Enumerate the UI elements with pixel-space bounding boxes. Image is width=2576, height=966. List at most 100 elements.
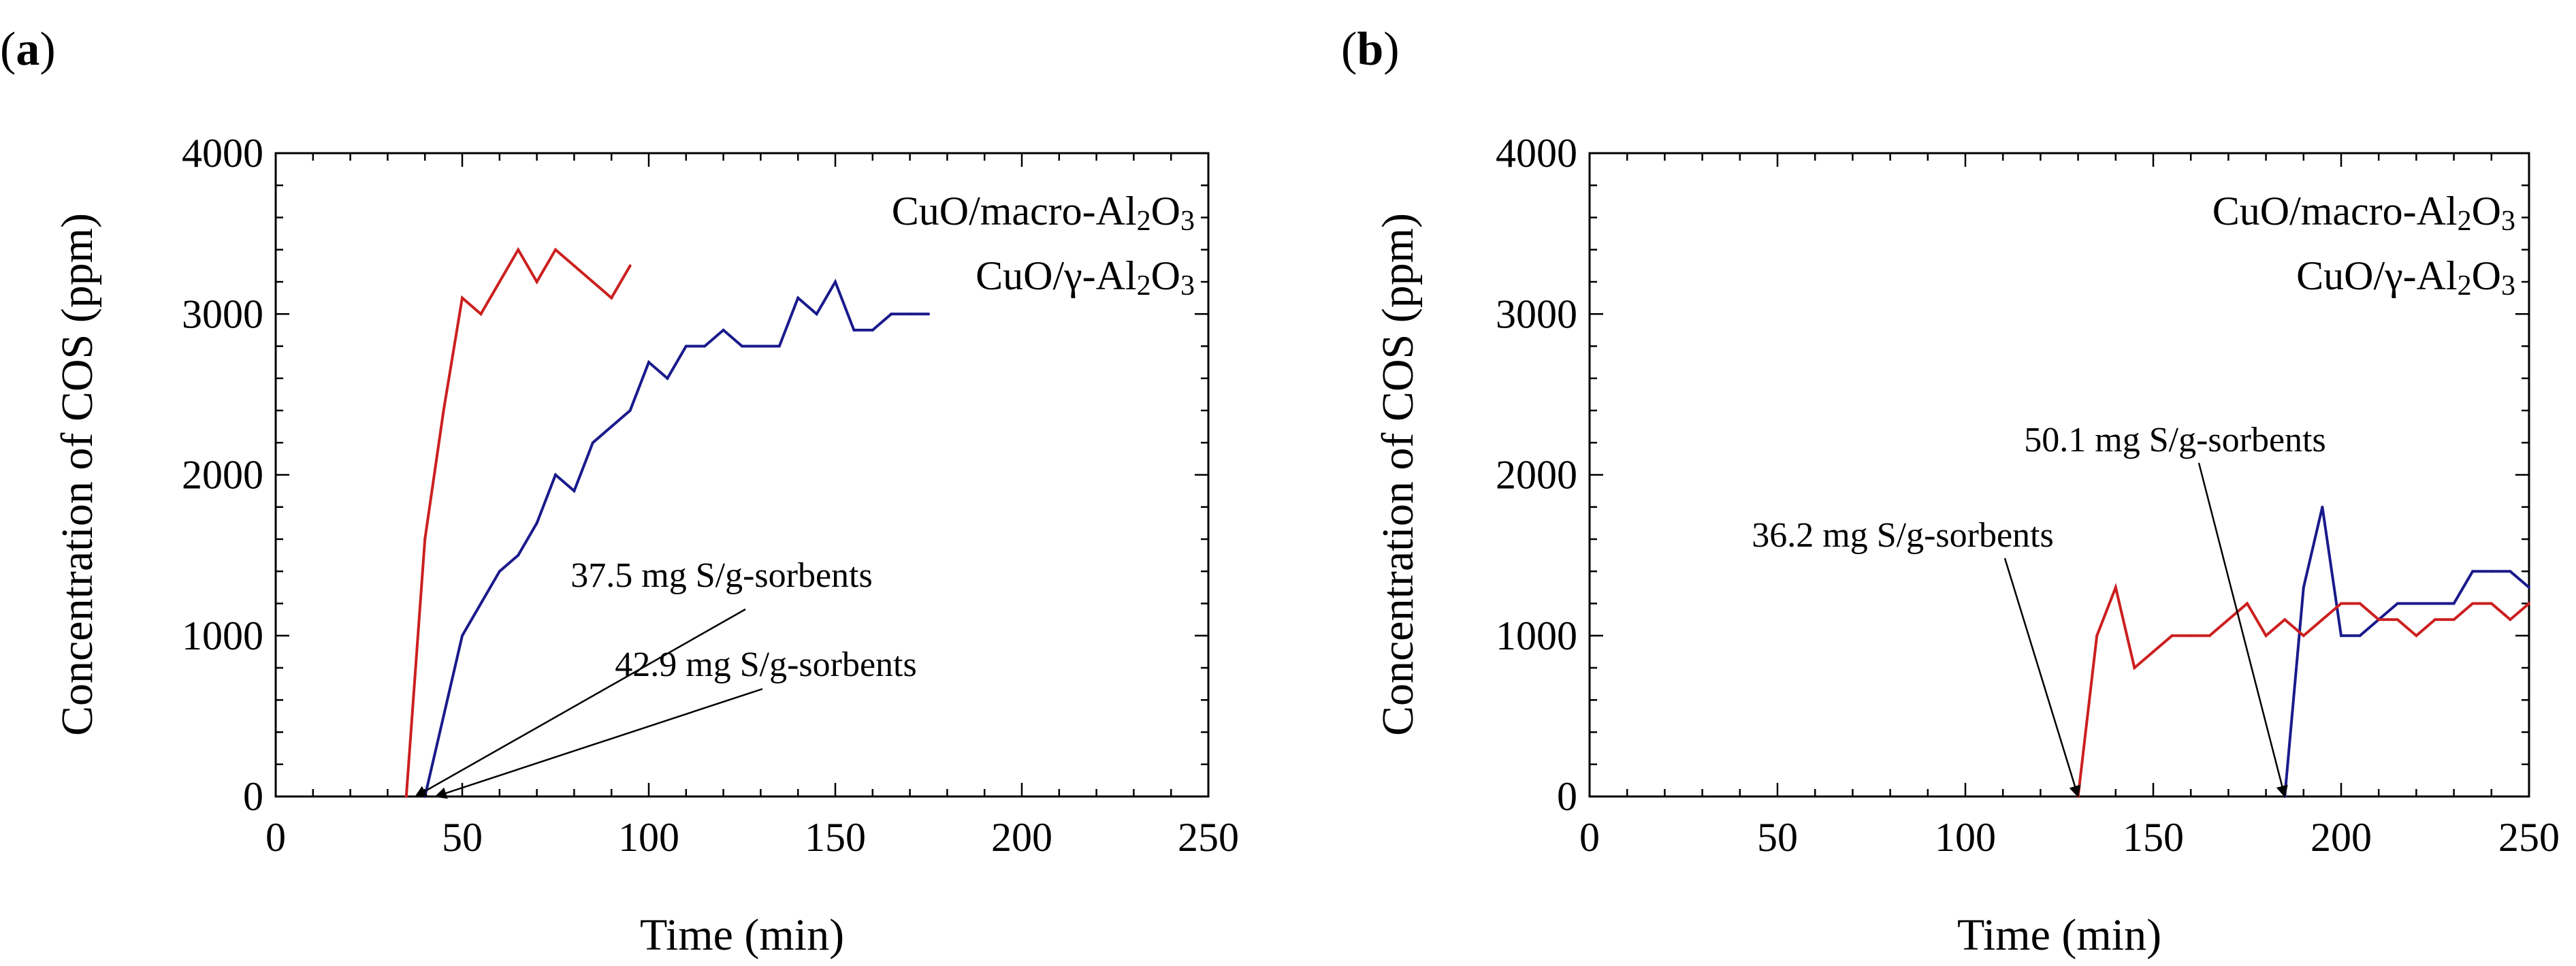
data-point xyxy=(591,280,594,283)
data-point xyxy=(2509,618,2512,622)
data-point xyxy=(2396,618,2399,622)
data-point xyxy=(2396,602,2399,605)
data-point xyxy=(479,602,483,605)
data-point xyxy=(2358,602,2362,605)
data-point xyxy=(461,296,464,300)
x-tick-label: 200 xyxy=(991,815,1052,860)
series-line-a-0 xyxy=(423,278,929,797)
data-point xyxy=(703,344,707,348)
panel-label-b: (b) xyxy=(1341,23,1400,76)
axis-ticks-b: 0 50 100 150 200 250 0 1000 2000 3000 4000 xyxy=(1496,131,2560,860)
y-tick-label: 0 xyxy=(243,774,263,819)
data-point xyxy=(722,328,725,332)
data-point xyxy=(2528,602,2530,605)
x-tick-label: 0 xyxy=(265,815,286,860)
axis-ticks-a: 0 50 100 150 200 250 0 1000 2000 3000 4000 xyxy=(182,131,1239,860)
plot-frame-b xyxy=(1588,152,2530,798)
data-point xyxy=(2452,602,2456,605)
data-point xyxy=(2227,618,2230,622)
data-point xyxy=(442,409,445,412)
y-tick-label: 4000 xyxy=(182,131,263,176)
data-point xyxy=(535,521,538,525)
series-line-b-0 xyxy=(2283,506,2530,797)
x-tick-label: 150 xyxy=(2123,815,2184,860)
annotation-arrow xyxy=(2197,462,2288,798)
y-tick-label: 3000 xyxy=(1496,291,1577,336)
data-point xyxy=(573,264,576,268)
data-point xyxy=(796,296,800,300)
data-point xyxy=(554,248,557,251)
series-line-a-1 xyxy=(404,246,632,797)
series-line-b-1 xyxy=(2076,583,2530,797)
data-point xyxy=(554,473,557,477)
data-point xyxy=(2415,602,2418,605)
annotation-arrow xyxy=(434,688,763,799)
data-point xyxy=(741,344,743,348)
data-point xyxy=(2358,634,2362,637)
annotation-arrow xyxy=(2003,558,2081,798)
data-point xyxy=(2170,634,2174,637)
data-point xyxy=(2452,618,2456,622)
data-point xyxy=(2321,505,2324,509)
data-point xyxy=(871,328,874,332)
annotation-label: 36.2 mg S/g-sorbents xyxy=(1752,516,2053,555)
data-point xyxy=(908,312,912,316)
annotations-b: 36.2 mg S/g-sorbents 50.1 mg S/g-sorbents xyxy=(1752,421,2326,798)
x-tick-label: 250 xyxy=(1178,815,1239,860)
data-point xyxy=(777,344,781,348)
data-point xyxy=(2321,618,2324,622)
data-point xyxy=(2302,585,2305,589)
legend-entry-b-gamma: CuO/γ-Al2O3 xyxy=(2296,253,2515,302)
y-tick-label: 1000 xyxy=(182,613,263,658)
y-tick-label: 2000 xyxy=(182,453,263,498)
data-point xyxy=(517,553,520,557)
data-point xyxy=(759,344,762,348)
data-point xyxy=(2283,618,2287,622)
data-point xyxy=(2133,666,2136,669)
data-point xyxy=(2340,634,2342,637)
data-point xyxy=(498,570,501,573)
y-tick-label: 0 xyxy=(1557,774,1577,819)
data-point xyxy=(2490,602,2493,605)
data-point xyxy=(423,795,427,798)
legend-entry-a-gamma: CuO/γ-Al2O3 xyxy=(976,253,1195,302)
annotation-label: 42.9 mg S/g-sorbents xyxy=(615,645,916,684)
data-point xyxy=(2189,634,2193,637)
data-point xyxy=(890,312,893,316)
x-tick-label: 50 xyxy=(1757,815,1798,860)
data-point xyxy=(461,634,464,637)
data-point xyxy=(815,312,818,316)
legend-entry-a-macro: CuO/macro-Al2O3 xyxy=(892,189,1195,237)
y-tick-label: 3000 xyxy=(182,291,263,336)
legend-entry-b-macro: CuO/macro-Al2O3 xyxy=(2212,189,2515,237)
data-point xyxy=(684,344,688,348)
data-point xyxy=(535,280,538,283)
series-layer-a xyxy=(404,246,930,798)
data-point xyxy=(834,280,837,283)
data-point xyxy=(498,280,501,283)
data-point xyxy=(2246,602,2249,605)
data-point xyxy=(610,296,613,300)
data-point xyxy=(2095,634,2099,637)
data-point xyxy=(2302,634,2305,637)
x-tick-label: 250 xyxy=(2498,815,2560,860)
x-axis-title-b: Time (min) xyxy=(1957,910,2161,960)
data-point xyxy=(610,425,613,428)
data-point xyxy=(628,264,632,268)
y-axis-title-a: Concentration of COS (ppm) xyxy=(52,213,102,736)
chart-panel-b: (b) 0 50 100 150 200 250 0 1000 2000 3000 4000 36.… xyxy=(1341,23,2560,960)
annotation-label: 50.1 mg S/g-sorbents xyxy=(2024,421,2325,460)
annotation-arrow xyxy=(414,608,746,798)
x-tick-label: 100 xyxy=(1935,815,1996,860)
y-tick-label: 4000 xyxy=(1496,131,1577,176)
data-point xyxy=(647,361,650,364)
data-point xyxy=(2434,602,2436,605)
y-tick-label: 2000 xyxy=(1496,453,1577,498)
panel-label-a: (a) xyxy=(0,23,56,76)
data-point xyxy=(666,376,669,380)
series-layer-b xyxy=(2076,505,2530,798)
plot-frame-a xyxy=(274,152,1210,798)
x-tick-label: 150 xyxy=(805,815,866,860)
data-point xyxy=(2377,618,2381,622)
